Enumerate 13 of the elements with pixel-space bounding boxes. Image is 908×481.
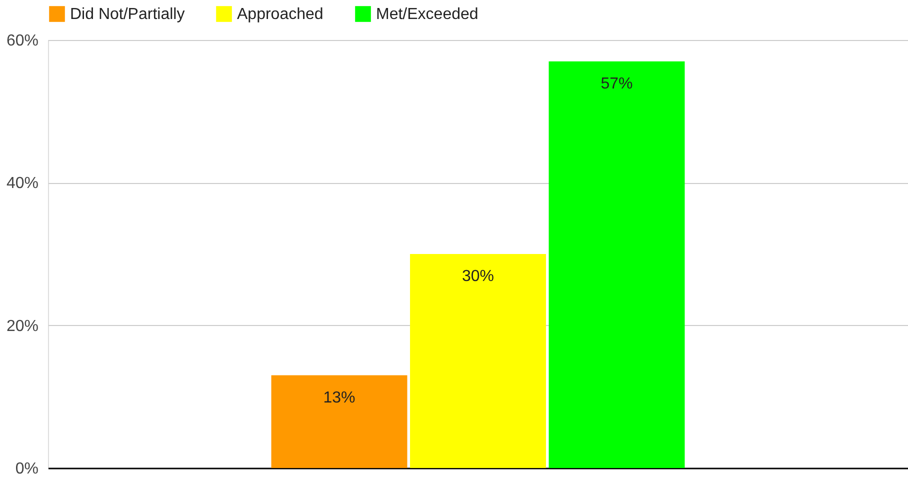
legend-label: Did Not/Partially <box>70 6 185 23</box>
data-label: 13% <box>323 389 356 406</box>
y-tick-label: 60% <box>6 32 38 50</box>
bar <box>548 61 685 468</box>
y-tick-label: 20% <box>6 318 38 335</box>
bar <box>410 254 546 468</box>
y-tick-label: 0% <box>15 460 38 478</box>
legend-label: Approached <box>237 6 324 23</box>
bar <box>271 375 408 468</box>
y-tick-label: 40% <box>6 175 38 192</box>
data-label: 30% <box>462 268 494 285</box>
data-label: 57% <box>600 75 633 92</box>
legend-label: Met/Exceeded <box>376 6 478 23</box>
